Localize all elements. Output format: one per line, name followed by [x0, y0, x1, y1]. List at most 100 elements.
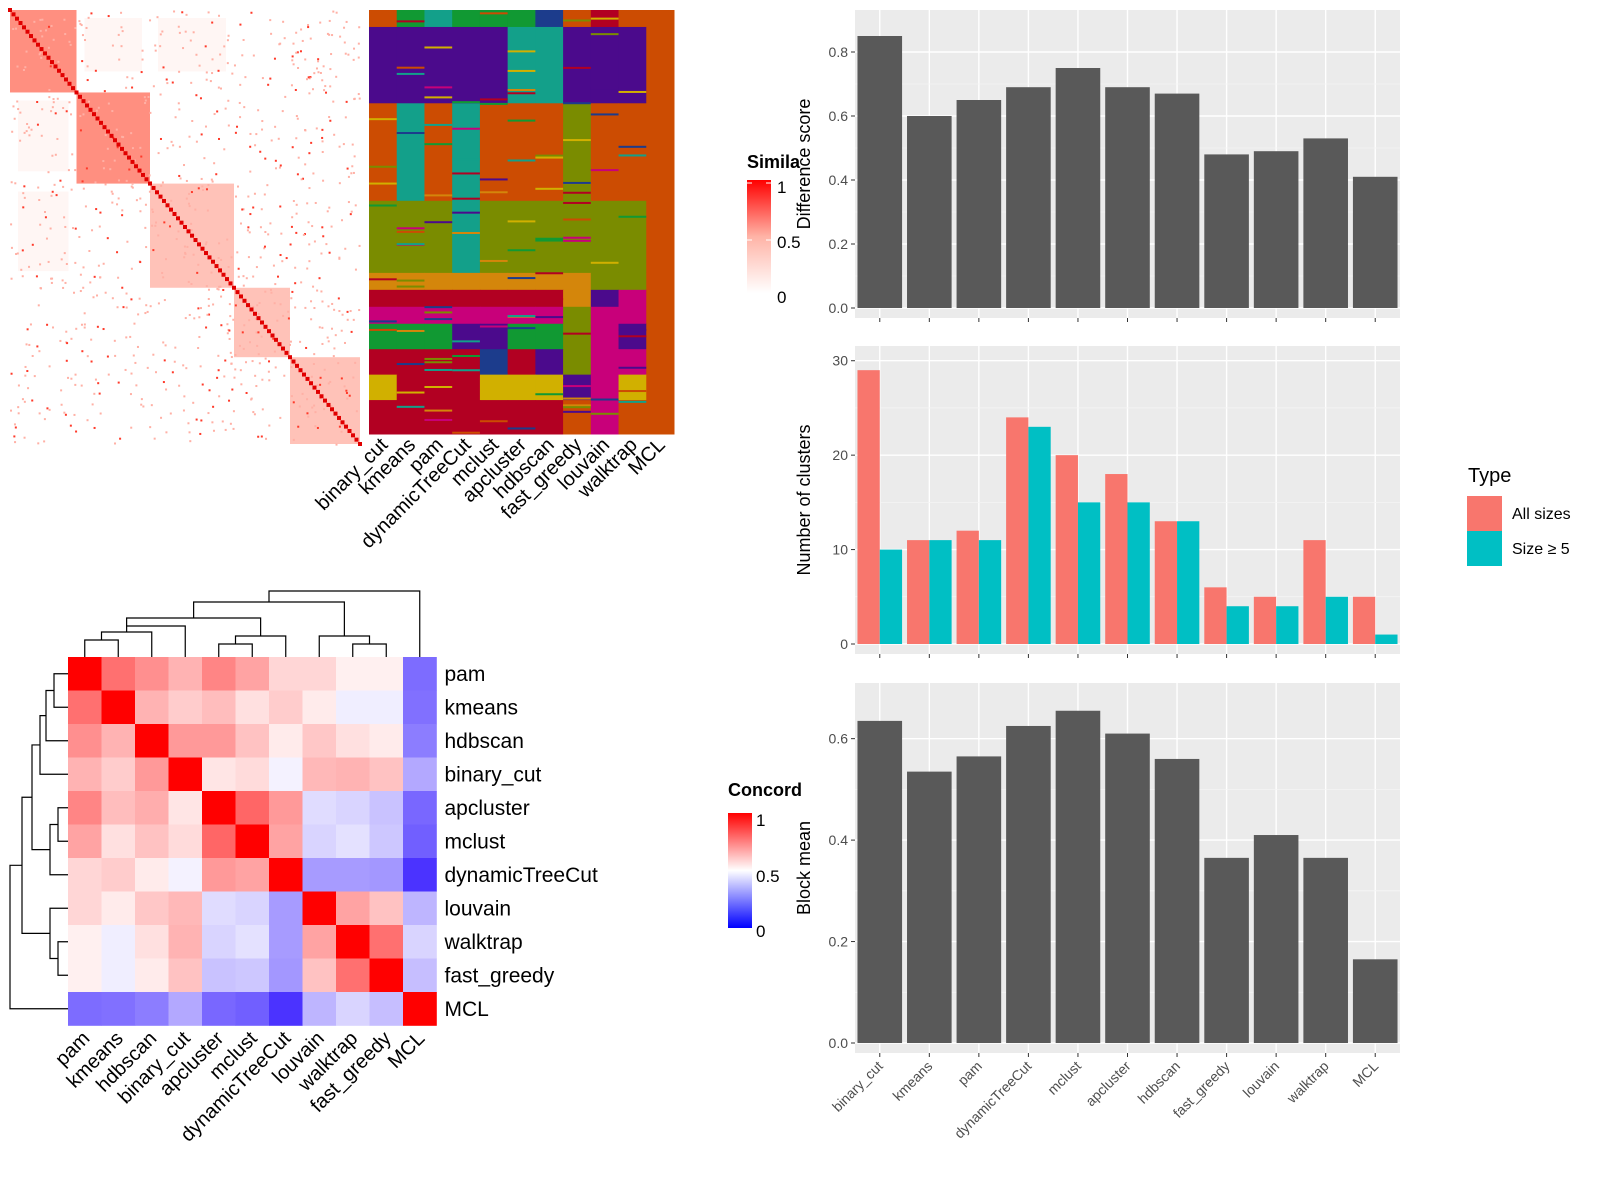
label-stripe [563, 201, 591, 204]
similarity-speckle [328, 116, 331, 119]
label-stripe [424, 318, 453, 321]
similarity-diagonal [113, 138, 117, 143]
similarity-speckle [149, 19, 152, 22]
similarity-diagonal [288, 355, 292, 360]
label-stripe [535, 393, 564, 396]
similarity-speckle [308, 243, 311, 246]
similarity-speckle [342, 143, 345, 146]
bar [956, 100, 1002, 308]
concordance-row-label: dynamicTreeCut [445, 864, 598, 887]
similarity-speckle [291, 290, 294, 293]
y-tick-label: 0.8 [829, 44, 849, 60]
similarity-speckle [234, 368, 237, 371]
similarity-speckle [147, 95, 150, 98]
similarity-speckle [12, 105, 15, 108]
similarity-speckle [312, 285, 315, 288]
similarity-diagonal [211, 259, 215, 264]
similarity-speckle [353, 97, 356, 100]
similarity-speckle [11, 130, 14, 133]
similarity-speckle [309, 76, 312, 79]
similarity-speckle [24, 374, 27, 377]
similarity-speckle [43, 418, 46, 421]
similarity-speckle [187, 280, 190, 283]
similarity-speckle [152, 353, 155, 356]
similarity-speckle [174, 116, 177, 119]
concordance-cell [269, 958, 303, 993]
similarity-speckle [131, 186, 134, 189]
label-cell [479, 323, 509, 350]
similarity-speckle [279, 164, 282, 167]
similarity-speckle [281, 110, 284, 113]
similarity-diagonal [151, 185, 156, 190]
similarity-speckle [84, 39, 87, 42]
similarity-diagonal [36, 42, 40, 47]
similarity-speckle [130, 267, 133, 270]
label-cell [369, 26, 398, 104]
similarity-speckle [23, 196, 26, 199]
similarity-speckle [301, 39, 304, 42]
y-tick-label: 0.0 [829, 300, 849, 316]
similarity-speckle [116, 251, 119, 254]
x-tick-label: walktrap [1283, 1058, 1332, 1107]
label-stripe [507, 416, 536, 419]
similarity-speckle [146, 366, 149, 369]
similarity-speckle [242, 38, 245, 41]
similarity-speckle [131, 86, 134, 89]
similarity-diagonal [330, 407, 334, 412]
similarity-speckle [22, 69, 25, 72]
bar [1226, 606, 1249, 644]
similarity-speckle [78, 235, 81, 238]
bar [1105, 474, 1128, 644]
similarity-matrix-heatmap [8, 8, 362, 446]
concordance-cell [202, 757, 236, 792]
similarity-speckle [45, 237, 48, 240]
similarity-speckle [306, 398, 309, 401]
similarity-speckle [257, 435, 260, 438]
similarity-speckle [49, 227, 52, 230]
similarity-speckle [212, 303, 215, 306]
concordance-cell [302, 690, 337, 725]
similarity-speckle [60, 389, 63, 392]
concordance-cell [235, 724, 270, 758]
similarity-speckle [241, 331, 244, 334]
label-stripe [452, 172, 480, 175]
similarity-speckle [151, 224, 154, 227]
similarity-speckle [354, 268, 357, 271]
bar [1077, 502, 1101, 644]
similarity-speckle [25, 50, 28, 53]
similarity-speckle [204, 243, 207, 246]
similarity-speckle [81, 180, 84, 183]
similarity-speckle [194, 208, 197, 211]
label-matrix-method-labels: binary_cutkmeanspamdynamicTreeCutmclusta… [312, 434, 670, 553]
label-stripe [479, 102, 508, 105]
similarity-speckle [70, 377, 73, 380]
similarity-speckle [200, 177, 203, 180]
concordance-cell [135, 925, 169, 959]
similarity-speckle [223, 45, 226, 48]
similarity-diagonal [144, 177, 149, 182]
label-stripe [507, 427, 536, 430]
similarity-speckle [40, 56, 43, 59]
label-stripe [535, 272, 564, 275]
similarity-speckle [96, 294, 99, 297]
label-cell [618, 272, 647, 291]
similarity-speckle [237, 275, 240, 278]
similarity-speckle [299, 50, 302, 53]
similarity-speckle [193, 234, 196, 237]
similarity-speckle [141, 58, 144, 61]
concordance-legend: Concord 1 0.5 0 [728, 780, 802, 941]
similarity-speckle [62, 185, 65, 188]
similarity-speckle [211, 72, 214, 75]
bar [1253, 835, 1299, 1043]
label-cell [452, 272, 481, 291]
label-stripe [535, 376, 564, 379]
similarity-speckle [16, 252, 19, 255]
label-stripe [563, 181, 591, 184]
bar [1253, 596, 1277, 644]
label-cell [369, 306, 398, 325]
similarity-speckle [333, 308, 336, 311]
similarity-speckle [248, 231, 251, 234]
dendrogram-branch [39, 715, 68, 775]
similarity-speckle [47, 260, 50, 263]
label-cell [507, 289, 536, 308]
